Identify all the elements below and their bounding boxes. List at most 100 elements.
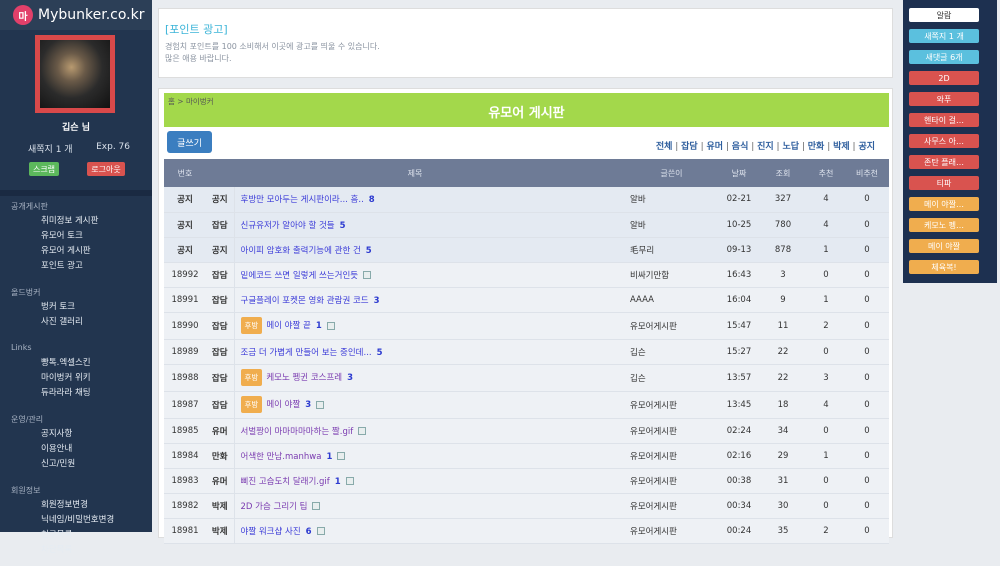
post-author[interactable]: 毛무리 — [624, 237, 719, 263]
post-title-link[interactable]: 서벌짱이 마마마마마하는 짤.gif — [240, 426, 354, 437]
category-link-0[interactable]: 전체 — [655, 142, 673, 152]
scrap-button[interactable]: 스크랩 — [29, 162, 59, 176]
table-row: 18988 잡담 후방 케모노 펭귄 코스프레 3 깁슨 13:57 22 3 0 — [164, 364, 889, 392]
alert-button[interactable]: 와푸 — [909, 92, 979, 106]
post-author[interactable]: 비싸기만함 — [624, 262, 719, 288]
sidebar-item[interactable]: 마이벙커 위키 — [41, 373, 91, 383]
post-author[interactable]: 유모어게시판 — [624, 443, 719, 469]
sidebar-item[interactable]: 회원정보변경 — [41, 500, 88, 510]
post-views: 35 — [759, 518, 807, 544]
post-title-link[interactable]: 아이피 암호화 출력기능에 관한 건 — [240, 245, 361, 256]
post-number: 18982 — [164, 493, 206, 519]
sidebar-item[interactable]: 사진 갤러리 — [41, 317, 83, 327]
category-link-3[interactable]: 음식 — [731, 142, 749, 152]
sidebar-item[interactable]: 닉네임/비밀번호변경 — [41, 515, 115, 525]
post-number: 공지 — [164, 237, 206, 263]
site-logo[interactable]: 마 Mybunker.co.kr — [0, 0, 152, 30]
comment-count[interactable]: 3 — [305, 400, 312, 410]
post-number: 공지 — [164, 187, 206, 213]
sidebar-item[interactable]: 취미정보 게시판 — [41, 216, 99, 226]
post-title-link[interactable]: 2D 가슴 그리기 팁 — [240, 501, 308, 512]
post-views: 31 — [759, 468, 807, 494]
exp-value: Exp. 76 — [96, 142, 130, 152]
category-link-8[interactable]: 공지 — [858, 142, 875, 152]
alert-button[interactable]: 티파 — [909, 176, 979, 190]
alert-button[interactable]: 사무스 아… — [909, 134, 979, 148]
comment-count[interactable]: 1 — [326, 451, 333, 462]
comment-count[interactable]: 1 — [334, 476, 341, 487]
sidebar-item[interactable]: 유모어 게시판 — [41, 246, 91, 256]
category-link-6[interactable]: 만화 — [807, 142, 825, 152]
image-attachment-icon — [316, 527, 325, 535]
sidebar-item[interactable]: 빵톡.엑셀스킨 — [41, 358, 91, 368]
post-title-cell: 후방 케모노 펭귄 코스프레 3 — [233, 364, 624, 392]
post-number: 18989 — [164, 339, 206, 365]
sidebar-item[interactable]: 이용안내 — [41, 444, 73, 454]
post-author[interactable]: 유모어게시판 — [624, 391, 719, 419]
sidebar-item[interactable]: 친구목록 — [41, 530, 73, 540]
post-title-link[interactable]: 어색한 만남.manhwa — [240, 451, 322, 462]
sidebar-item[interactable]: 벙커 토크 — [41, 302, 75, 312]
comment-count[interactable]: 5 — [339, 220, 346, 231]
post-author[interactable]: 알바 — [624, 187, 719, 213]
alert-button[interactable]: 헨타이 걸… — [909, 113, 979, 127]
post-title-link[interactable]: 메이 야짤 — [266, 400, 301, 410]
post-author[interactable]: 깁슨 — [624, 364, 719, 392]
post-upvotes: 0 — [807, 418, 845, 444]
comment-count[interactable]: 1 — [315, 321, 322, 331]
post-author[interactable]: 유모어게시판 — [624, 418, 719, 444]
category-link-2[interactable]: 유머 — [706, 142, 724, 152]
sidebar-item[interactable]: 차단목록 — [41, 545, 73, 555]
post-downvotes: 0 — [845, 262, 889, 288]
alert-button[interactable]: 체육복! — [909, 260, 979, 274]
post-author[interactable]: AAAA — [624, 287, 719, 313]
alert-button[interactable]: 케모노 펭… — [909, 218, 979, 232]
avatar[interactable] — [35, 35, 115, 113]
comment-count[interactable]: 3 — [347, 373, 354, 383]
category-link-5[interactable]: 노답 — [782, 142, 800, 152]
sidebar-item[interactable]: 유모어 토크 — [41, 231, 83, 241]
breadcrumb[interactable]: 홈 > 마이벙커 — [168, 97, 214, 106]
alert-button[interactable]: 메이 야짤… — [909, 197, 979, 211]
category-link-7[interactable]: 박제 — [833, 142, 850, 152]
category-link-4[interactable]: 진지 — [757, 142, 774, 152]
comment-count[interactable]: 5 — [376, 347, 383, 358]
post-title-link[interactable]: 조금 더 가볍게 만들어 보는 중인데... — [240, 347, 372, 358]
post-author[interactable]: 유모어게시판 — [624, 493, 719, 519]
comment-count[interactable]: 8 — [368, 195, 375, 206]
alert-button[interactable]: 새쪽지 1 개 — [909, 29, 979, 43]
new-messages-link[interactable]: 새쪽지 1 개 — [28, 145, 73, 155]
sidebar-item[interactable]: 공지사항 — [41, 429, 73, 439]
post-author[interactable]: 알바 — [624, 212, 719, 238]
alert-button[interactable]: 존탄 플래… — [909, 155, 979, 169]
post-title-link[interactable]: 신규유저가 알아야 할 것들 — [240, 220, 335, 231]
comment-count[interactable]: 3 — [373, 295, 380, 306]
post-author[interactable]: 유모어게시판 — [624, 468, 719, 494]
sidebar-item[interactable]: 신고/민원 — [41, 459, 76, 469]
ad-title[interactable]: [포인트 광고] — [165, 23, 228, 36]
category-link-1[interactable]: 잡담 — [681, 142, 698, 152]
sidebar-item[interactable]: 듀라라라 채팅 — [41, 388, 91, 398]
write-button[interactable]: 글쓰기 — [167, 131, 212, 153]
comment-count[interactable]: 5 — [365, 245, 372, 256]
post-title-link[interactable]: 삐진 고슴도치 달래기.gif — [240, 476, 330, 487]
post-author[interactable]: 유모어게시판 — [624, 312, 719, 340]
post-title-link[interactable]: 후방만 모아두는 게시판이라... 흠.. — [240, 195, 364, 206]
nav-group-label: Links — [11, 343, 32, 352]
post-title-link[interactable]: 구글플레이 포켓몬 영화 관람권 코드 — [240, 295, 369, 306]
post-category: 잡담 — [206, 212, 234, 238]
post-category: 공지 — [206, 187, 234, 213]
post-author[interactable]: 유모어게시판 — [624, 518, 719, 544]
alert-button[interactable]: 2D — [909, 71, 979, 85]
post-title-link[interactable]: 케모노 펭귄 코스프레 — [266, 373, 343, 383]
post-title-link[interactable]: 메이 야짤 끝 — [266, 321, 311, 331]
post-author[interactable]: 깁슨 — [624, 339, 719, 365]
alert-button[interactable]: 새댓글 6개 — [909, 50, 979, 64]
nav-group-label: 올드벙커 — [11, 288, 41, 297]
page-title: 유모어 게시판 — [488, 106, 565, 121]
post-number: 18981 — [164, 518, 206, 544]
logout-button[interactable]: 로그아웃 — [87, 162, 125, 176]
post-title-link[interactable]: 밑에코드 쓰면 일렇게 쓰는거인듯 — [240, 270, 359, 281]
alert-button[interactable]: 메이 야짤 — [909, 239, 979, 253]
sidebar-item[interactable]: 포인트 광고 — [41, 261, 83, 271]
